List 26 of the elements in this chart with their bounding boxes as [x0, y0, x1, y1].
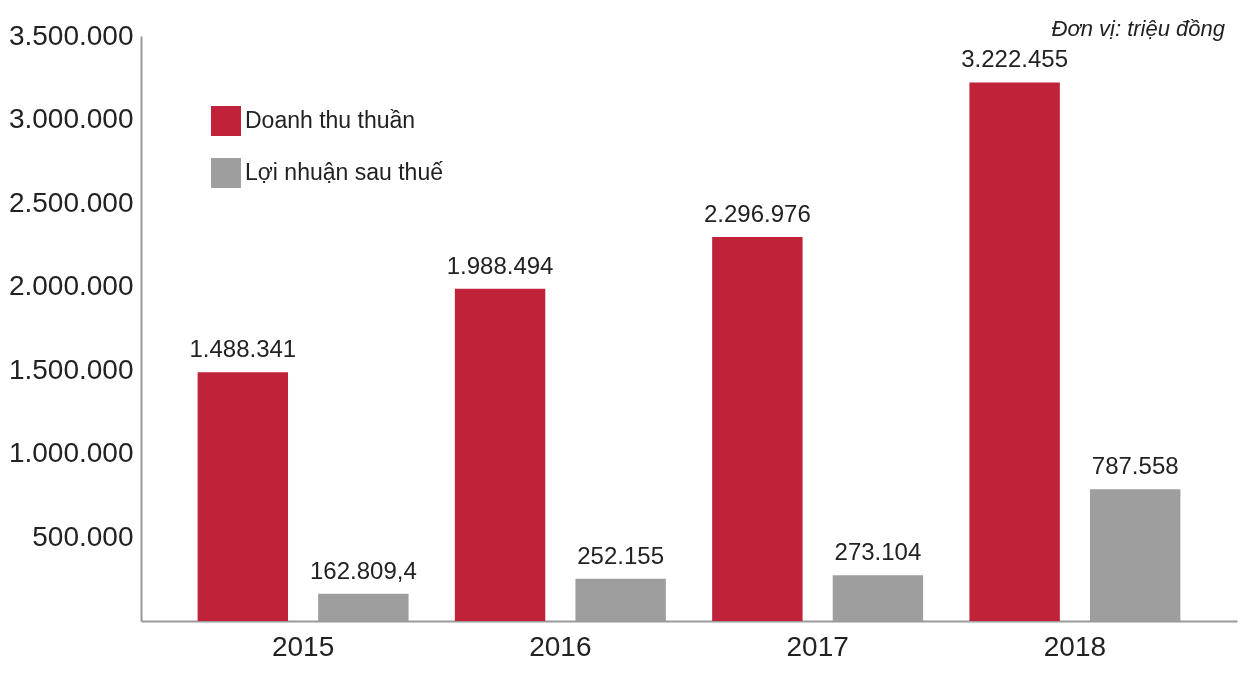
x-tick-label: 2015 — [271, 630, 335, 662]
y-tick-label: 1.500.000 — [8, 353, 134, 385]
data-label: 273.104 — [834, 538, 922, 566]
legend-label: Doanh thu thuần — [245, 107, 416, 133]
data-label: 2.296.976 — [703, 200, 811, 228]
y-tick-label: 1.000.000 — [8, 437, 134, 469]
y-tick-label: 2.500.000 — [8, 186, 134, 218]
data-label: 162.809,4 — [309, 556, 417, 584]
x-tick-label: 2017 — [786, 630, 849, 662]
annotation: Đơn vị: triệu đồng — [1051, 16, 1225, 42]
x-tick-label: 2016 — [529, 630, 592, 662]
data-label: 787.558 — [1091, 452, 1179, 480]
bar — [712, 237, 803, 621]
y-tick-label: 500.000 — [32, 520, 134, 552]
y-tick-label: 2.000.000 — [8, 270, 134, 302]
y-tick-label: 3.500.000 — [8, 19, 134, 51]
data-label: 1.988.494 — [446, 251, 554, 279]
bar — [969, 82, 1060, 621]
data-label: 252.155 — [577, 541, 665, 569]
y-tick-label: 3.000.000 — [8, 103, 134, 135]
data-label: 1.488.341 — [189, 335, 297, 363]
data-label: 3.222.455 — [961, 45, 1069, 73]
x-tick-label: 2018 — [1043, 630, 1107, 662]
bar — [454, 288, 546, 621]
bar — [197, 372, 289, 621]
legend-label: Lợi nhuận sau thuế — [245, 159, 444, 185]
